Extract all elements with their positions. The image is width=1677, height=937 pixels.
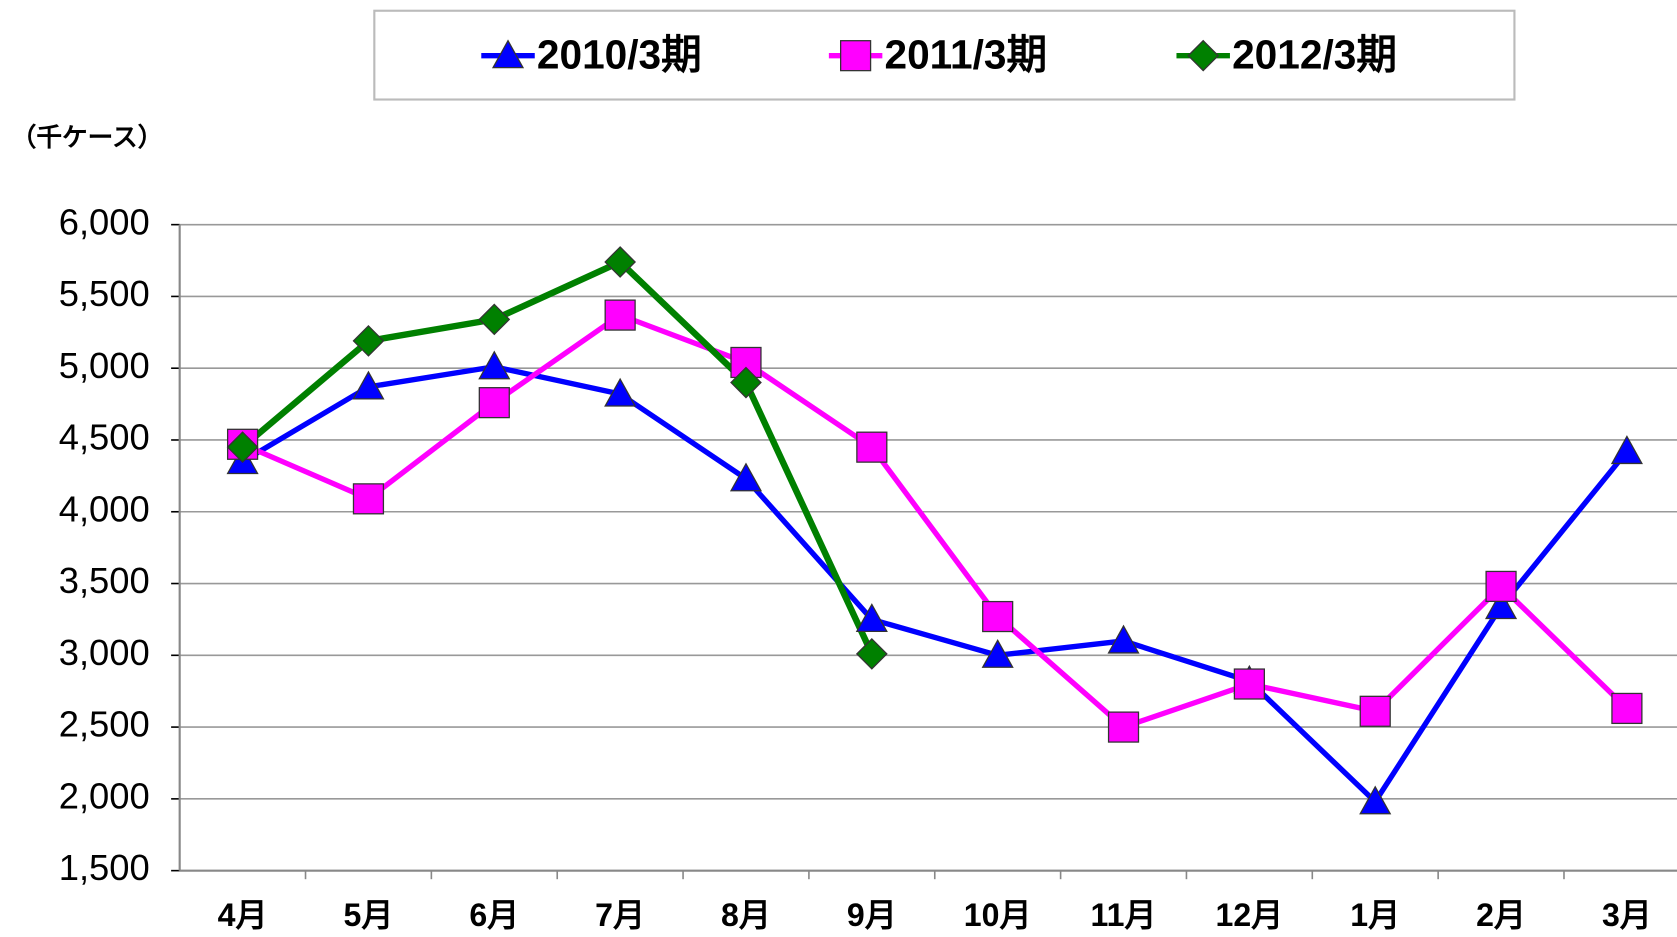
data-point [1107, 624, 1140, 654]
legend-label: 2011/3期 [884, 32, 1047, 78]
data-point [1610, 435, 1643, 465]
x-tick-label: 9月 [847, 897, 897, 933]
data-point [730, 366, 762, 399]
data-point [352, 370, 385, 400]
legend-marker [839, 40, 872, 72]
data-point [1611, 692, 1643, 725]
data-point [1233, 668, 1265, 700]
data-point [478, 350, 511, 380]
x-tick-label: 3月 [1602, 897, 1652, 933]
x-tick-label: 12月 [1215, 897, 1283, 933]
data-point [478, 303, 511, 336]
series-line [241, 364, 1629, 805]
x-tick-label: 4月 [218, 897, 268, 933]
y-tick-label: 1,500 [59, 847, 150, 888]
data-point [478, 387, 510, 419]
data-point [604, 299, 636, 331]
series-line [240, 258, 875, 656]
data-point [856, 431, 888, 463]
data-point [1107, 711, 1140, 743]
y-tick-label: 5,500 [59, 273, 150, 314]
x-tick-label: 7月 [595, 897, 645, 933]
y-tick-label: 3,000 [59, 632, 150, 673]
legend-box [373, 9, 1516, 101]
data-point [352, 325, 385, 357]
legend-marker [491, 39, 525, 69]
data-point [1485, 590, 1518, 620]
y-tick-label: 5,000 [59, 345, 150, 386]
data-point [604, 246, 637, 278]
y-tick-label: 4,000 [59, 488, 150, 529]
series-line [241, 312, 1629, 730]
data-point [729, 462, 763, 492]
legend-marker [1187, 39, 1220, 72]
data-point [226, 431, 259, 464]
data-point [1359, 785, 1392, 815]
x-tick-label: 5月 [343, 897, 393, 933]
y-tick-label: 6,000 [59, 201, 150, 242]
x-tick-label: 2月 [1476, 897, 1526, 933]
data-point [982, 600, 1014, 633]
y-tick-label: 4,500 [59, 417, 150, 458]
data-point [1485, 570, 1517, 603]
x-tick-label: 8月 [721, 897, 771, 933]
y-tick-label: 2,500 [59, 704, 150, 745]
data-point [855, 637, 888, 670]
data-point [855, 603, 888, 633]
data-point [604, 377, 637, 407]
y-tick-label: 2,000 [59, 775, 150, 816]
y-tick-label: 3,500 [59, 560, 150, 601]
x-tick-label: 11月 [1091, 897, 1157, 933]
legend-label: 2010/3期 [537, 32, 702, 78]
data-point [352, 483, 385, 515]
x-tick-label: 1月 [1350, 897, 1400, 933]
legend-label: 2012/3期 [1232, 32, 1397, 78]
x-tick-label: 6月 [469, 897, 519, 933]
data-point [981, 639, 1014, 668]
y-axis-label: （千ケース） [11, 123, 164, 152]
x-tick-label: 10月 [964, 897, 1032, 933]
data-point [1359, 695, 1391, 727]
